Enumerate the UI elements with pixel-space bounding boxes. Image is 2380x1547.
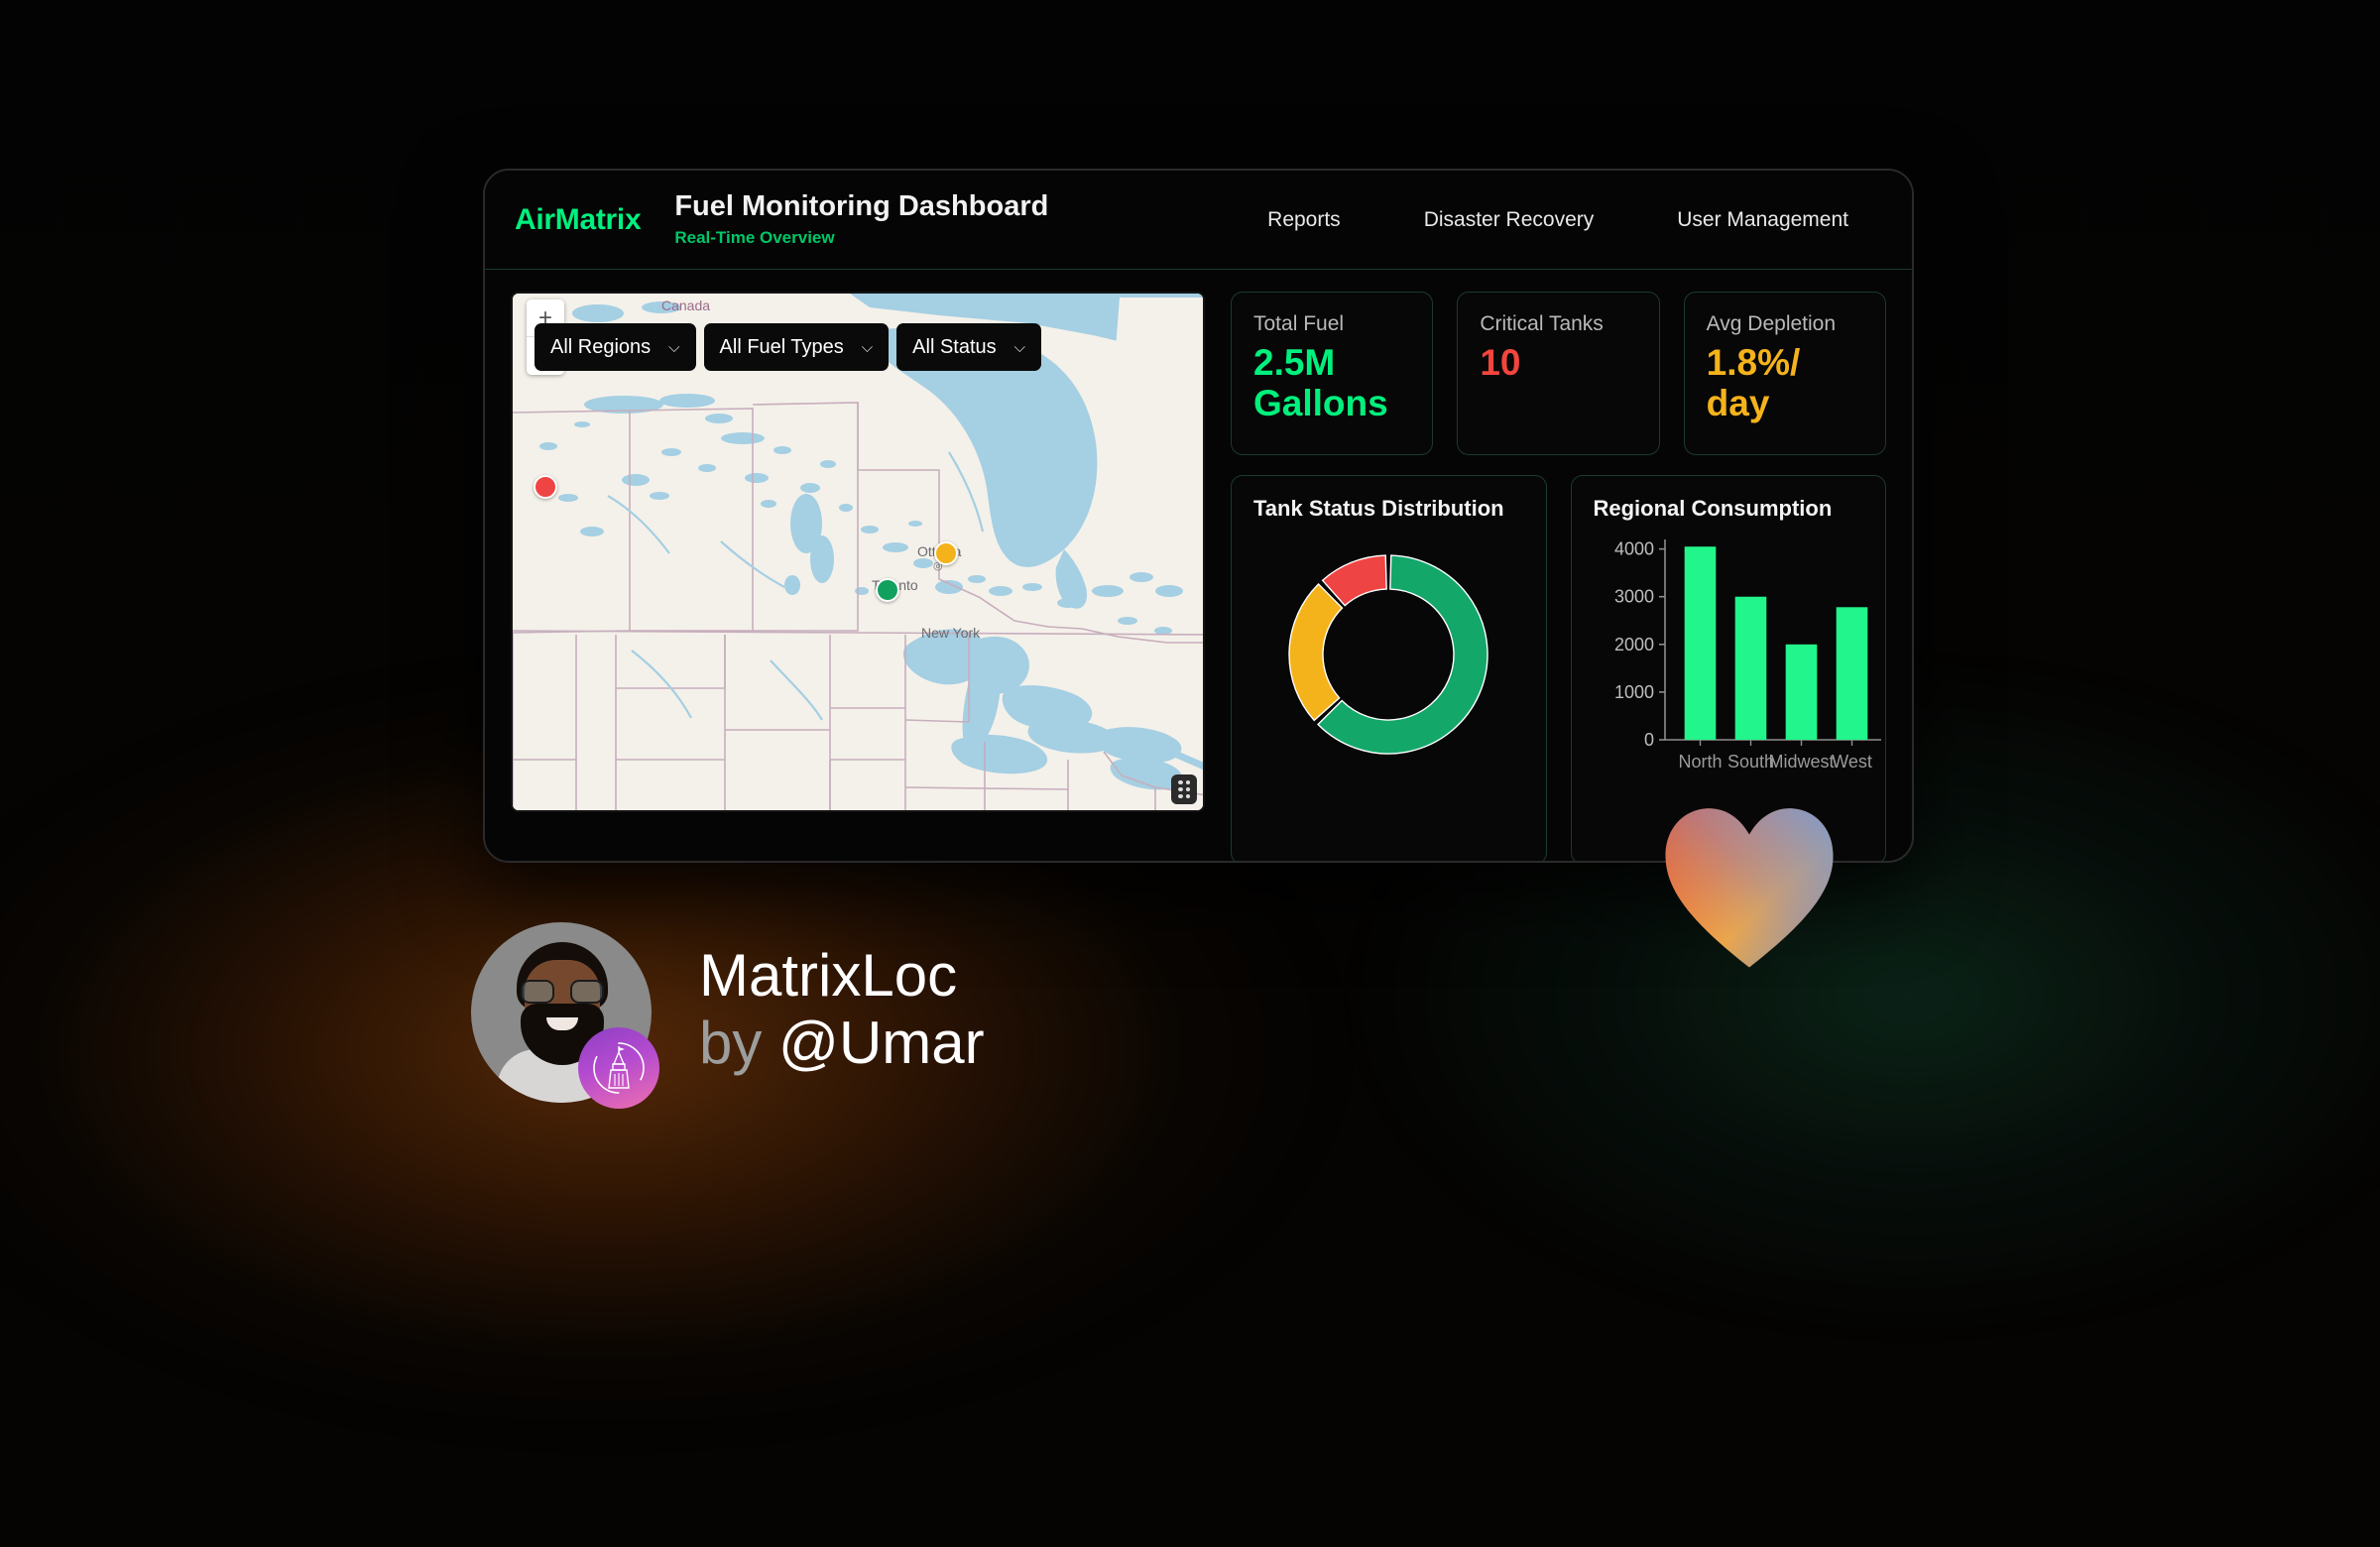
brand-logo[interactable]: AirMatrix: [515, 202, 642, 236]
stat-label-avg-depletion: Avg Depletion: [1706, 312, 1837, 335]
chevron-down-icon: ⌵: [668, 338, 680, 356]
map-marker-warning[interactable]: [934, 541, 958, 565]
donut-slice-critical[interactable]: [1321, 554, 1388, 607]
map-label-new-york: New York: [921, 625, 981, 641]
map-filter-bar: All Regions ⌵ All Fuel Types ⌵ All Statu…: [535, 323, 1042, 371]
map-marker-critical[interactable]: [534, 475, 557, 499]
stat-value-total-fuel: 2.5M Gallons: [1253, 342, 1388, 424]
dashboard-content: Canada Ottawa Toronto New York ◎ + − All…: [485, 270, 1912, 861]
nav-item-disaster-recovery[interactable]: Disaster Recovery: [1423, 207, 1595, 231]
regional-consumption-chart-title: Regional Consumption: [1593, 496, 1833, 521]
stat-card-avg-depletion[interactable]: Avg Depletion 1.8%/ day: [1683, 292, 1886, 455]
page-subtitle: Real-Time Overview: [674, 227, 835, 247]
x-tick-label: West: [1832, 752, 1872, 772]
donut-slice-normal[interactable]: [1317, 554, 1488, 755]
donut-slice-warning[interactable]: [1288, 583, 1344, 722]
product-name: MatrixLoc: [699, 941, 958, 1009]
filter-regions-value: All Regions: [550, 335, 652, 358]
author-prefix: by: [699, 1009, 779, 1076]
stat-label-critical-tanks: Critical Tanks: [1480, 312, 1604, 335]
y-tick-label: 4000: [1613, 539, 1653, 559]
y-tick-label: 2000: [1613, 635, 1653, 654]
app-window: AirMatrix Fuel Monitoring Dashboard Real…: [483, 169, 1914, 863]
x-tick-label: North: [1678, 752, 1722, 772]
map-capital-marker: ◎: [933, 560, 943, 572]
filter-status-select[interactable]: All Status ⌵: [896, 323, 1042, 371]
stat-value-critical-tanks: 10: [1480, 342, 1521, 383]
footer-text: MatrixLoc by @Umar: [699, 941, 985, 1080]
stat-label-total-fuel: Total Fuel: [1253, 312, 1345, 335]
page-title-group: Fuel Monitoring Dashboard Real-Time Over…: [674, 190, 1049, 248]
tank-status-donut[interactable]: [1253, 530, 1524, 774]
map-canvas[interactable]: [513, 294, 1203, 810]
footer-branding: MatrixLoc by @Umar: [471, 922, 985, 1109]
app-header: AirMatrix Fuel Monitoring Dashboard Real…: [485, 171, 1912, 270]
bar-north[interactable]: [1684, 546, 1716, 740]
chart-row: Tank Status Distribution Regional Consum…: [1231, 475, 1886, 861]
stat-card-row: Total Fuel 2.5M Gallons Critical Tanks 1…: [1231, 292, 1886, 455]
tower-badge-icon: [578, 1027, 659, 1109]
regional-consumption-bars[interactable]: 0 1000 2000 3000 4000 North South Midwest West: [1594, 530, 1881, 777]
map-column: Canada Ottawa Toronto New York ◎ + − All…: [511, 292, 1205, 861]
bar-midwest[interactable]: [1785, 644, 1817, 740]
tank-status-chart-card: Tank Status Distribution: [1231, 475, 1547, 861]
bar-south[interactable]: [1734, 596, 1766, 740]
filter-regions-select[interactable]: All Regions ⌵: [535, 323, 696, 371]
map-marker-normal[interactable]: [876, 578, 899, 602]
y-tick-label: 3000: [1613, 587, 1653, 607]
filter-fuel-types-select[interactable]: All Fuel Types ⌵: [703, 323, 890, 371]
avatar-stack: [471, 922, 659, 1109]
stat-card-critical-tanks[interactable]: Critical Tanks 10: [1457, 292, 1660, 455]
bar-west[interactable]: [1836, 607, 1867, 740]
y-tick-label: 0: [1643, 730, 1653, 750]
x-tick-label: Midwest: [1768, 752, 1834, 772]
main-nav: Reports Disaster Recovery User Managemen…: [1226, 208, 1886, 232]
stat-value-avg-depletion: 1.8%/ day: [1706, 342, 1801, 424]
map-label-canada: Canada: [661, 298, 711, 313]
chevron-down-icon: ⌵: [861, 338, 874, 356]
x-tick-label: South: [1726, 752, 1773, 772]
filter-status-value: All Status: [912, 335, 997, 358]
tank-status-chart-title: Tank Status Distribution: [1253, 496, 1504, 521]
regional-consumption-chart-card: Regional Consumption 0 1000 2000 3000 4000 No…: [1570, 475, 1886, 861]
map-geometry: [513, 294, 1203, 810]
filter-fuel-types-value: All Fuel Types: [719, 335, 844, 358]
map-resize-handle[interactable]: [1171, 774, 1197, 804]
chevron-down-icon: ⌵: [1013, 338, 1026, 356]
y-tick-label: 1000: [1613, 682, 1653, 702]
nav-item-reports[interactable]: Reports: [1267, 207, 1341, 231]
fuel-map[interactable]: Canada Ottawa Toronto New York ◎ + − All…: [511, 292, 1205, 812]
author-line: by @Umar: [699, 1006, 985, 1080]
heart-icon: [1665, 808, 1834, 968]
nav-item-user-management[interactable]: User Management: [1677, 207, 1848, 231]
metrics-column: Total Fuel 2.5M Gallons Critical Tanks 1…: [1231, 292, 1886, 861]
page-title: Fuel Monitoring Dashboard: [674, 190, 1049, 223]
stat-card-total-fuel[interactable]: Total Fuel 2.5M Gallons: [1231, 292, 1434, 455]
author-handle: @Umar: [778, 1009, 985, 1076]
donut-svg: [1288, 554, 1488, 755]
